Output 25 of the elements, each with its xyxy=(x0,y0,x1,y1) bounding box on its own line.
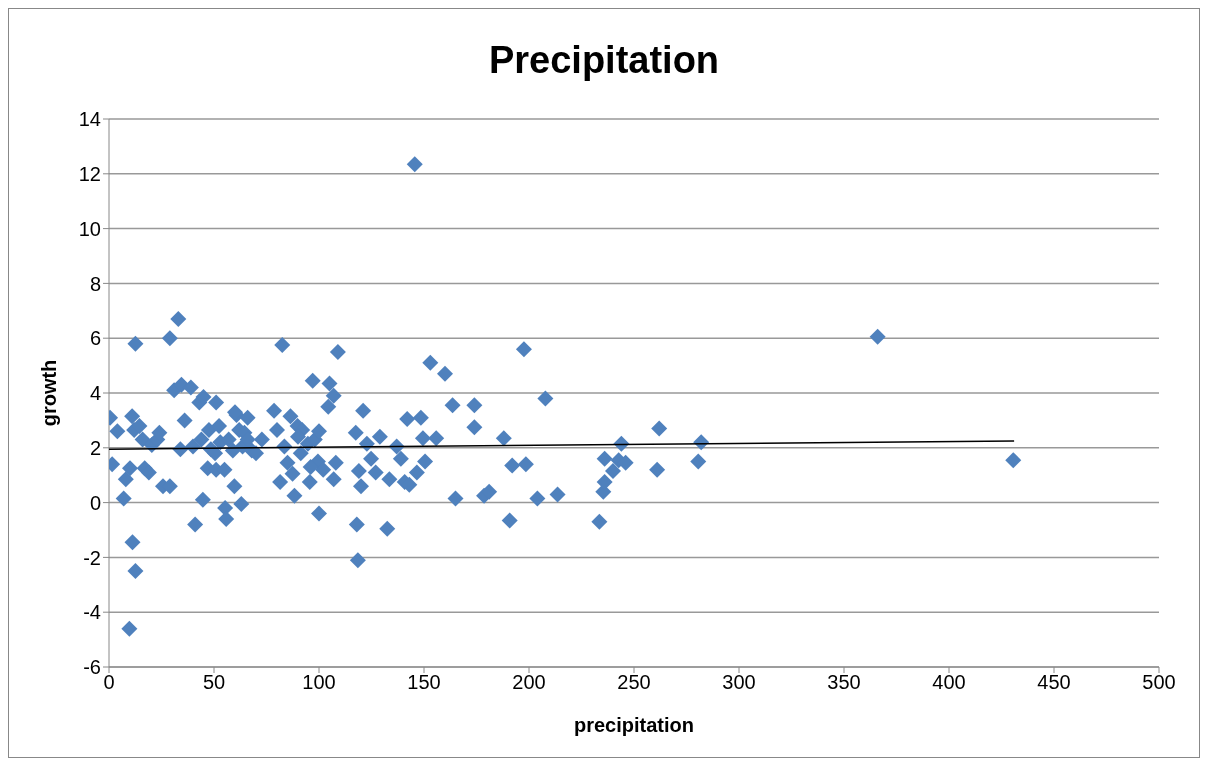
x-tick-label: 250 xyxy=(617,671,651,694)
y-tick-label: -2 xyxy=(83,546,101,569)
y-tick-label: 2 xyxy=(89,436,101,459)
y-tick-label: 4 xyxy=(89,382,101,405)
y-axis-title: growth xyxy=(38,359,61,427)
y-tick-label: 6 xyxy=(89,327,101,350)
x-tick-label: 150 xyxy=(407,671,441,694)
y-tick-label: 0 xyxy=(89,491,101,514)
x-axis-title: precipitation xyxy=(573,714,695,736)
y-tick-label: 8 xyxy=(89,272,101,295)
y-tick-label: 14 xyxy=(78,108,101,131)
x-tick-label: 350 xyxy=(827,671,861,694)
x-tick-label: 100 xyxy=(302,671,336,694)
y-tick-label: -6 xyxy=(83,656,101,679)
y-tick-label: 12 xyxy=(78,162,101,185)
x-tick-label: 300 xyxy=(722,671,756,694)
y-tick-label: 10 xyxy=(78,217,101,240)
x-tick-label: 400 xyxy=(932,671,966,694)
x-tick-label: 450 xyxy=(1037,671,1071,694)
x-tick-label: 200 xyxy=(512,671,546,694)
y-tick-label: -4 xyxy=(83,601,101,624)
x-tick-label: 0 xyxy=(103,671,115,694)
x-tick-label: 50 xyxy=(202,671,226,694)
chart-title: Precipitation xyxy=(487,39,721,82)
x-tick-label: 500 xyxy=(1142,671,1176,694)
